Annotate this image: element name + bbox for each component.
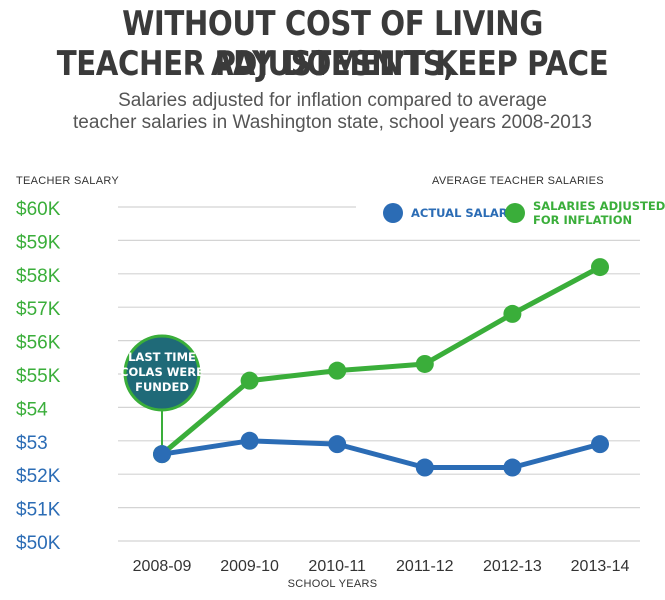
legend-marker-actual [383, 203, 403, 223]
chart-title-line-1: WITHOUT COST OF LIVING ADJUSTMENTS, [122, 4, 543, 84]
actual-salary-point [591, 435, 609, 454]
y-tick-label: $57K [16, 299, 61, 320]
annotation-circle [123, 334, 201, 412]
y-axis-label: TEACHER SALARY [16, 175, 120, 187]
x-tick-label: 2010-11 [308, 558, 366, 575]
legend-label-actual: ACTUAL SALARY [411, 206, 516, 220]
y-tick-label: $55K [16, 366, 61, 387]
y-tick-label: $59K [16, 232, 61, 253]
chart-title-line-2: TEACHER PAY DOESN’T KEEP PACE [56, 44, 609, 84]
chart-subtitle-line-1: Salaries adjusted for inflation compared… [118, 90, 547, 111]
legend-label-inflation: SALARIES ADJUSTED [533, 199, 665, 213]
legend-background [356, 196, 646, 236]
actual-salary-point [240, 431, 259, 450]
legend-label-inflation: FOR INFLATION [533, 213, 632, 227]
y-tick-label: $60K [16, 199, 61, 220]
actual-salary-line [161, 438, 601, 471]
actual-salary-point [503, 458, 522, 477]
inflation-adjusted-line [160, 264, 602, 457]
y-tick-label: $58K [16, 266, 61, 287]
inflation-adjusted-point [591, 258, 609, 277]
actual-salary-point [328, 435, 347, 454]
inflation-adjusted-point [415, 354, 434, 373]
x-tick-label: 2012-13 [483, 558, 542, 575]
x-tick-label: 2011-12 [396, 558, 454, 575]
y-tick-label: $56K [16, 333, 61, 354]
x-tick-label: 2008-09 [133, 558, 192, 575]
inflation-adjusted-point [328, 361, 347, 380]
inflation-adjusted-point [240, 371, 259, 390]
annotation-text: FUNDED [135, 380, 189, 394]
y-tick-label: $53 [16, 433, 48, 454]
y-tick-label: $50K [16, 533, 61, 554]
annotation-text: COLAS WERE [120, 365, 204, 379]
actual-salary-point [415, 458, 434, 477]
x-tick-label: 2013-14 [571, 558, 630, 575]
y-tick-label: $51K [16, 500, 61, 521]
actual-salary-point [153, 445, 171, 464]
inflation-adjusted-point [503, 304, 522, 323]
chart-subtitle-line-2: teacher salaries in Washington state, sc… [73, 112, 592, 133]
y-tick-label: $52K [16, 466, 61, 487]
legend-title: AVERAGE TEACHER SALARIES [432, 175, 604, 187]
legend-marker-inflation [505, 203, 525, 223]
y-tick-label: $54 [16, 399, 48, 420]
x-axis-label: SCHOOL YEARS [287, 578, 378, 590]
x-tick-label: 2009-10 [220, 558, 279, 575]
annotation-text: LAST TIME [128, 350, 196, 364]
